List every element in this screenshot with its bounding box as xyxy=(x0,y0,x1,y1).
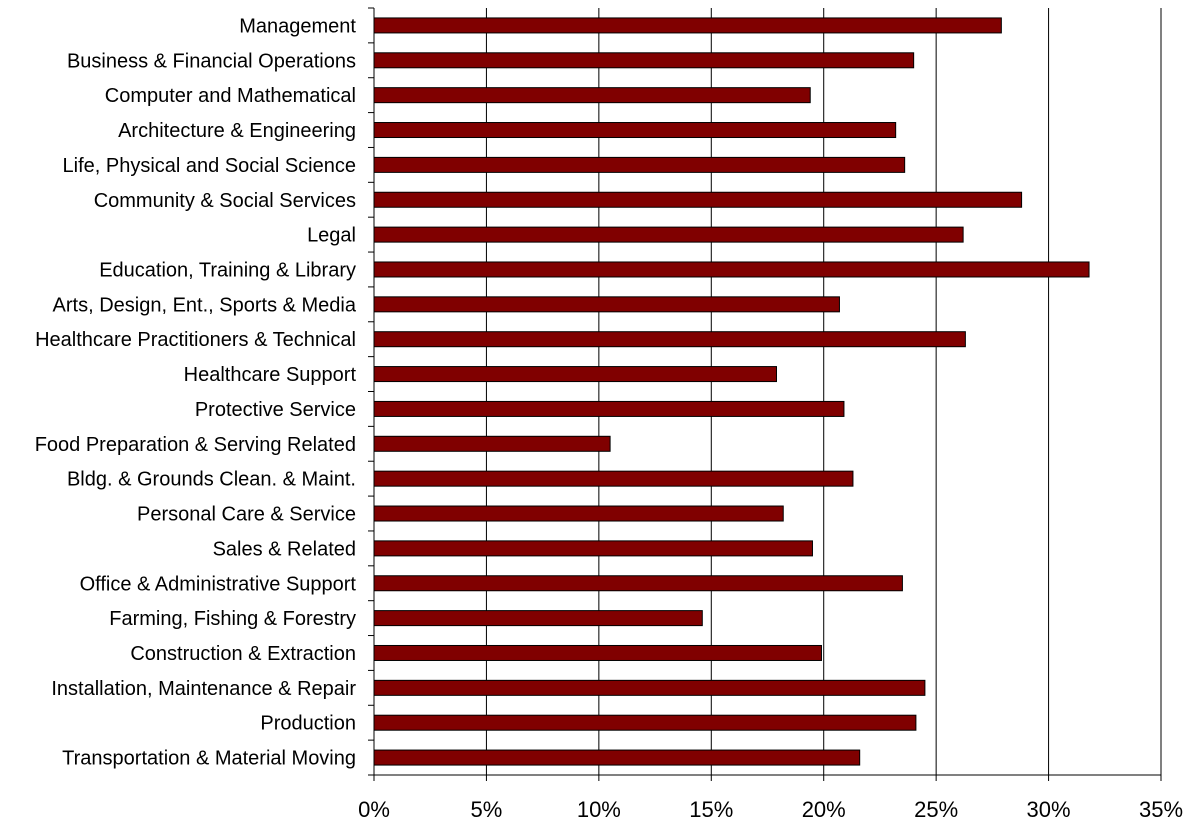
bar xyxy=(373,261,1090,278)
category-label: Farming, Fishing & Forestry xyxy=(109,608,356,630)
x-tick-label: 25% xyxy=(914,797,958,822)
bar xyxy=(373,52,915,69)
category-label: Architecture & Engineering xyxy=(118,120,356,142)
category-label: Bldg. & Grounds Clean. & Maint. xyxy=(67,469,356,491)
bar xyxy=(373,575,903,592)
x-tick-labels: 0% 5% 10% 15% 20% 25% 30% 35% xyxy=(358,797,1183,822)
category-label: Life, Physical and Social Science xyxy=(63,155,357,177)
bars xyxy=(373,17,1090,766)
bar xyxy=(373,17,1002,34)
category-label: Food Preparation & Serving Related xyxy=(35,434,356,456)
category-label: Sales & Related xyxy=(213,538,356,560)
bar xyxy=(373,540,813,557)
x-tick-label: 15% xyxy=(689,797,733,822)
bar xyxy=(373,470,854,487)
x-tick-label: 20% xyxy=(802,797,846,822)
axes xyxy=(368,7,1162,781)
bar xyxy=(373,714,917,731)
category-label: Management xyxy=(239,15,356,37)
x-tick-label: 10% xyxy=(577,797,621,822)
category-label: Installation, Maintenance & Repair xyxy=(51,678,356,700)
category-label: Construction & Extraction xyxy=(130,643,356,665)
category-label: Community & Social Services xyxy=(94,190,356,212)
category-label: Healthcare Support xyxy=(184,364,357,386)
category-label: Healthcare Practitioners & Technical xyxy=(35,329,356,351)
x-tick-label: 35% xyxy=(1139,797,1183,822)
bar xyxy=(373,749,861,766)
bar xyxy=(373,331,966,348)
bar xyxy=(373,226,964,243)
category-label: Production xyxy=(260,713,356,735)
bar xyxy=(373,644,822,661)
bar xyxy=(373,400,845,417)
category-label: Legal xyxy=(307,225,356,247)
x-tick-label: 5% xyxy=(471,797,503,822)
bar xyxy=(373,191,1023,208)
x-tick-label: 30% xyxy=(1027,797,1071,822)
bar xyxy=(373,435,611,452)
bar xyxy=(373,679,926,696)
bar xyxy=(373,366,777,383)
bar xyxy=(373,156,906,173)
bar xyxy=(373,87,811,104)
category-label: Business & Financial Operations xyxy=(67,50,356,72)
bar xyxy=(373,296,840,313)
category-label: Transportation & Material Moving xyxy=(62,748,356,770)
category-label: Personal Care & Service xyxy=(137,504,356,526)
category-label: Computer and Mathematical xyxy=(105,85,356,107)
category-labels: Management Business & Financial Operation… xyxy=(35,15,357,769)
bar xyxy=(373,505,784,522)
x-tick-label: 0% xyxy=(358,797,390,822)
bar xyxy=(373,122,897,139)
category-label: Protective Service xyxy=(195,399,356,421)
category-label: Education, Training & Library xyxy=(99,259,356,281)
category-label: Arts, Design, Ent., Sports & Media xyxy=(53,294,357,316)
bar xyxy=(373,610,703,627)
category-label: Office & Administrative Support xyxy=(80,573,357,595)
